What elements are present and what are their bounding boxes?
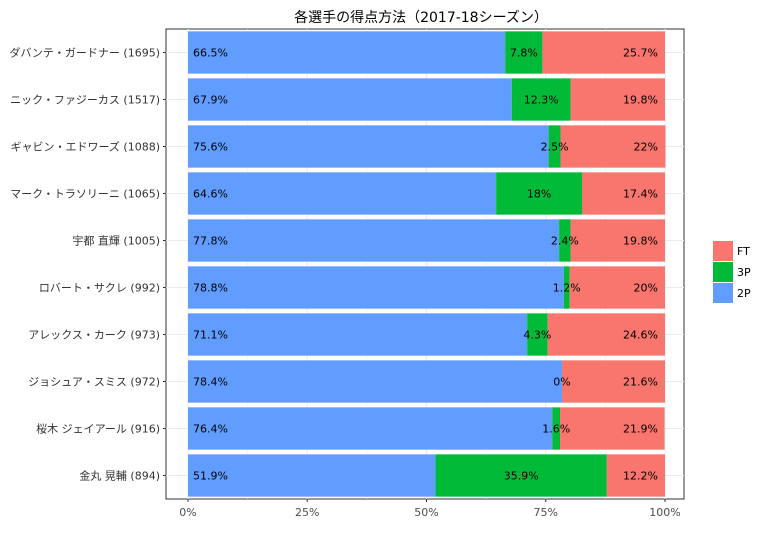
bar-segment-2p [188, 78, 512, 121]
bar-segment-ft [542, 31, 665, 74]
bar-segment-2p [188, 407, 553, 450]
data-label-2p: 78.8% [193, 282, 228, 295]
bar-segment-3p [496, 172, 583, 215]
x-axis-ticks: 0% 25% 50% 75% 100% [179, 499, 681, 519]
legend-key-2p [713, 283, 733, 303]
data-label-ft: 12.2% [623, 470, 658, 483]
chart-title: 各選手の得点方法（2017-18シーズン） [294, 9, 548, 26]
legend-label: 3P [737, 266, 751, 279]
bar-segment-ft [561, 360, 665, 403]
x-tick-label: 50% [414, 506, 438, 519]
data-labels: 66.5% 7.8% 25.7% 67.9% 12.3% 19.8% 75.6% 2.5% 22… [193, 47, 658, 483]
bar-segment-2p [188, 172, 497, 215]
bar-segment-3p [552, 407, 561, 450]
x-tick-label: 0% [179, 506, 196, 519]
legend: FT 3P 2P [713, 241, 751, 303]
data-label-ft: 19.8% [623, 94, 658, 107]
legend-label: 2P [737, 287, 751, 300]
bar-segment-ft [560, 125, 666, 168]
x-tick-label: 25% [295, 506, 319, 519]
data-label-3p: 12.3% [524, 94, 559, 107]
data-label-ft: 24.6% [623, 329, 658, 342]
bar-segment-2p [188, 454, 436, 497]
bar-segment-ft [570, 219, 665, 262]
y-category-label: ロバート・サクレ (992) [39, 282, 160, 295]
y-category-label: ニック・ファジーカス (1517) [10, 94, 160, 107]
data-label-3p: 35.9% [504, 470, 539, 483]
data-label-2p: 75.6% [193, 141, 228, 154]
data-label-2p: 78.4% [193, 376, 228, 389]
bar-segment-3p [559, 219, 571, 262]
data-label-3p: 4.3% [523, 329, 551, 342]
y-category-label: 宇都 直輝 (1005) [72, 234, 160, 248]
data-label-ft: 21.6% [623, 376, 658, 389]
y-category-label: アレックス・カーク (973) [28, 329, 160, 342]
data-label-ft: 21.9% [623, 423, 658, 436]
bar-segment-3p [548, 125, 561, 168]
plot-panel-border [165, 28, 685, 500]
y-category-label: ジョシュア・スミス (972) [28, 376, 160, 389]
y-category-label: 金丸 晃輔 (894) [79, 469, 160, 483]
bar-segment-3p [435, 454, 607, 497]
x-tick-label: 75% [534, 506, 558, 519]
data-label-3p: 0% [553, 376, 570, 389]
bars [188, 31, 666, 497]
data-label-2p: 66.5% [193, 47, 228, 60]
data-label-2p: 51.9% [193, 470, 228, 483]
bar-segment-2p [188, 125, 549, 168]
bar-segment-3p [527, 313, 548, 356]
bar-segment-2p [188, 219, 560, 262]
data-label-3p: 1.2% [553, 282, 581, 295]
bar-segment-ft [560, 407, 665, 450]
y-axis-categories: ダバンテ・ガードナー (1695) ニック・ファジーカス (1517) ギャビン・エ… [9, 46, 166, 483]
data-label-2p: 64.6% [193, 188, 228, 201]
bar-segment-3p [505, 31, 543, 74]
y-category-label: ダバンテ・ガードナー (1695) [9, 46, 160, 60]
data-label-2p: 77.8% [193, 235, 228, 248]
bar-segment-3p [511, 78, 571, 121]
y-category-label: ギャビン・エドワーズ (1088) [10, 140, 160, 154]
bar-segment-ft [606, 454, 665, 497]
bar-segment-3p [563, 266, 570, 309]
bar-segment-ft [569, 266, 665, 309]
data-label-3p: 1.6% [542, 423, 570, 436]
bar-segment-2p [188, 360, 562, 403]
x-tick-label: 100% [649, 506, 680, 519]
data-label-ft: 25.7% [623, 47, 658, 60]
data-label-ft: 20% [634, 282, 658, 295]
data-label-3p: 2.5% [541, 141, 569, 154]
legend-key-ft [713, 241, 733, 261]
y-category-label: 桜木 ジェイアール (916) [36, 422, 160, 436]
data-label-2p: 76.4% [193, 423, 228, 436]
bar-segment-2p [188, 31, 506, 74]
data-label-3p: 7.8% [510, 47, 538, 60]
legend-key-3p [713, 262, 733, 282]
legend-label: FT [737, 245, 750, 258]
data-label-2p: 71.1% [193, 329, 228, 342]
data-label-ft: 17.4% [623, 188, 658, 201]
data-label-ft: 22% [634, 141, 658, 154]
y-category-label: マーク・トラソリーニ (1065) [10, 188, 160, 201]
data-label-2p: 67.9% [193, 94, 228, 107]
bar-segment-ft [547, 313, 665, 356]
data-label-3p: 18% [527, 188, 551, 201]
data-label-ft: 19.8% [623, 235, 658, 248]
bar-segment-2p [188, 266, 564, 309]
bar-segment-ft [582, 172, 665, 215]
data-label-3p: 2.4% [551, 235, 579, 248]
bar-segment-2p [188, 313, 528, 356]
bar-segment-ft [570, 78, 665, 121]
